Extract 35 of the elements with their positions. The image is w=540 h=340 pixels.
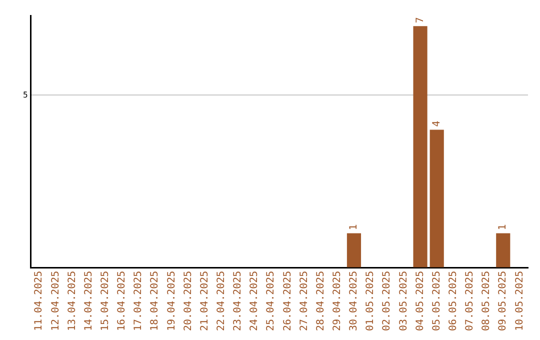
x-tick-label: 03.05.2025 <box>398 270 410 332</box>
data-label: 7 <box>414 17 426 24</box>
x-tick-label: 20.04.2025 <box>182 270 194 332</box>
x-tick-label: 08.05.2025 <box>481 270 492 332</box>
x-tick-label: 25.04.2025 <box>266 270 277 332</box>
x-tick-label: 02.05.2025 <box>382 270 393 332</box>
x-tick-label: 14.04.2025 <box>83 270 94 332</box>
x-tick-label: 23.04.2025 <box>232 270 244 332</box>
x-tick-label: 27.04.2025 <box>298 270 310 332</box>
x-tick-label: 15.04.2025 <box>100 270 111 332</box>
data-label: 1 <box>348 224 360 230</box>
x-tick-label: 29.04.2025 <box>332 270 344 332</box>
x-tick-label: 13.04.2025 <box>66 270 78 332</box>
x-tick-label: 30.04.2025 <box>348 270 360 332</box>
x-tick-label: 12.04.2025 <box>50 270 62 332</box>
x-tick-label: 10.05.2025 <box>514 270 526 332</box>
x-tick-label: 16.04.2025 <box>116 270 128 332</box>
x-tick-label: 19.04.2025 <box>166 270 178 332</box>
x-tick-label: 05.05.2025 <box>431 270 442 332</box>
x-tick-label: 22.04.2025 <box>216 270 227 332</box>
x-tick-label: 24.04.2025 <box>249 270 260 332</box>
x-tick-label: 04.05.2025 <box>414 270 426 332</box>
data-label: 4 <box>431 120 442 127</box>
x-tick-label: 09.05.2025 <box>498 270 509 332</box>
x-tick-label: 07.05.2025 <box>464 270 476 332</box>
x-tick-label: 26.04.2025 <box>282 270 294 332</box>
x-tick-label: 21.04.2025 <box>199 270 210 332</box>
y-tick-label: 5 <box>22 90 28 100</box>
x-tick-label: 18.04.2025 <box>150 270 161 332</box>
x-tick-label: 17.04.2025 <box>133 270 144 332</box>
data-label: 1 <box>498 224 509 230</box>
x-tick-label: 01.05.2025 <box>365 270 376 332</box>
x-tick-label: 11.04.2025 <box>34 270 45 332</box>
x-tick-label: 28.04.2025 <box>315 270 326 332</box>
x-tick-label: 06.05.2025 <box>448 270 460 332</box>
